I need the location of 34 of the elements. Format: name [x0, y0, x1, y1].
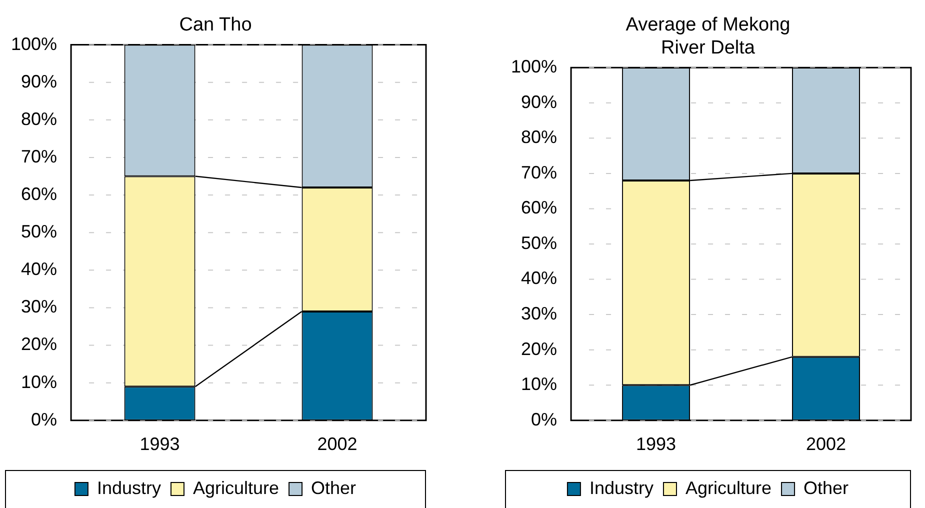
y-tick-label: 30% [521, 304, 558, 324]
legend-label: Industry [589, 478, 654, 498]
legend-label: Other [804, 478, 849, 498]
x-tick-label: 2002 [317, 434, 358, 454]
y-tick-label: 90% [521, 92, 558, 112]
y-tick-label: 100% [510, 56, 558, 77]
chart-title: Average of Mekong River Delta [626, 14, 790, 58]
y-tick-label: 0% [31, 409, 58, 430]
y-tick-label: 70% [521, 162, 558, 182]
legend-label: Other [311, 478, 356, 498]
y-tick-label: 10% [21, 372, 58, 392]
legend-label: Agriculture [192, 478, 280, 498]
legend-label: Industry [96, 478, 161, 498]
y-tick-label: 20% [21, 334, 58, 354]
y-tick-label: 50% [21, 222, 58, 242]
y-tick-label: 30% [21, 296, 58, 317]
y-tick-label: 60% [521, 198, 558, 218]
y-tick-label: 10% [521, 374, 558, 394]
x-tick-label: 2002 [806, 434, 846, 454]
y-tick-label: 100% [10, 34, 58, 54]
chart-title: Can Tho [179, 14, 252, 36]
y-tick-label: 80% [21, 108, 58, 129]
y-tick-label: 0% [531, 409, 558, 430]
y-tick-label: 20% [521, 338, 558, 359]
x-tick-label: 1993 [636, 434, 676, 454]
y-tick-label: 50% [521, 232, 558, 253]
y-tick-label: 80% [521, 127, 558, 148]
legend-label: Agriculture [685, 478, 772, 498]
y-tick-label: 90% [21, 71, 58, 92]
y-tick-label: 70% [21, 146, 58, 166]
x-tick-label: 1993 [140, 434, 180, 454]
y-tick-label: 40% [521, 268, 558, 288]
y-tick-label: 40% [21, 259, 58, 280]
y-tick-label: 60% [21, 184, 58, 204]
